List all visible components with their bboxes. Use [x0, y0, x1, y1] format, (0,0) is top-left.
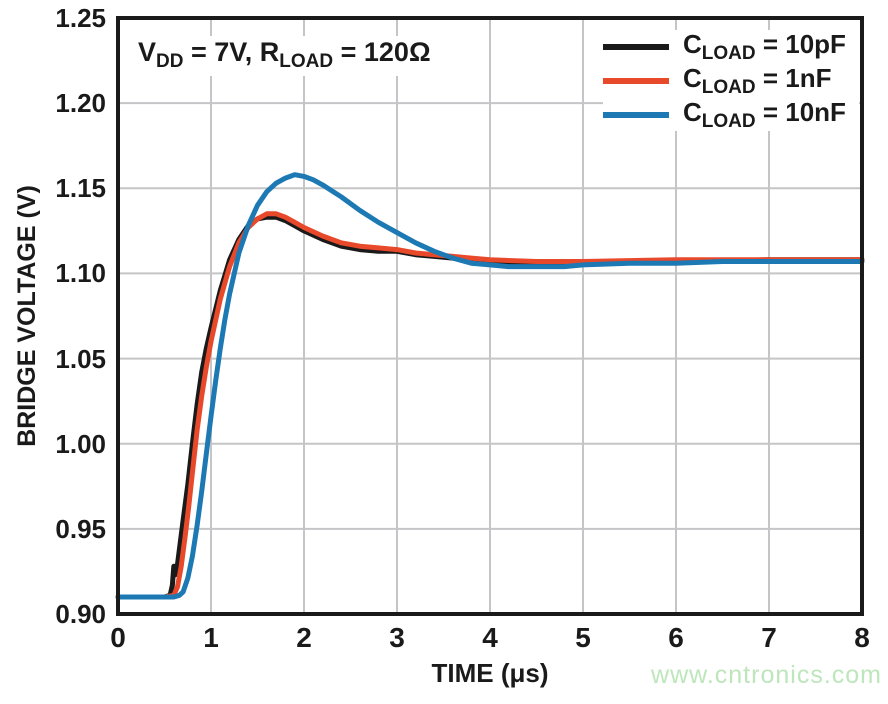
legend-label-part: LOAD	[701, 76, 756, 98]
legend-label-part: = 10nF	[755, 96, 846, 127]
legend-label-cload-1nf: CLOAD = 1nF	[683, 63, 831, 99]
legend-label-part: LOAD	[701, 110, 756, 132]
legend: CLOAD = 10pF CLOAD = 1nF CLOAD = 10nF	[603, 29, 859, 133]
legend-label-cload-10pf: CLOAD = 10pF	[683, 29, 846, 65]
legend-item-cload-10nf: CLOAD = 10nF	[603, 97, 859, 133]
legend-label-cload-10nf: CLOAD = 10nF	[683, 97, 846, 133]
legend-item-cload-10pf: CLOAD = 10pF	[603, 29, 859, 65]
y-axis-title: BRIDGE VOLTAGE (V)	[13, 185, 41, 447]
legend-label-part: = 10pF	[755, 28, 846, 59]
annotation-text-part: = 120Ω	[333, 37, 431, 67]
annotation-text-part: = 7V, R	[183, 37, 280, 67]
legend-label-part: C	[683, 62, 702, 93]
legend-swatch-cload-1nf	[603, 77, 669, 84]
legend-label-part: LOAD	[701, 42, 756, 64]
legend-item-cload-1nf: CLOAD = 1nF	[603, 63, 859, 99]
series-curve-cload-1nf	[115, 211, 865, 600]
legend-label-part: = 1nF	[755, 62, 832, 93]
legend-swatch-cload-10nf	[603, 111, 669, 118]
series-curve-cload-10nf	[115, 172, 865, 600]
legend-label-part: C	[683, 96, 702, 127]
legend-swatch-cload-10pf	[603, 43, 669, 50]
watermark: www.cntronics.com	[651, 661, 882, 689]
annotation-subscript: LOAD	[279, 51, 334, 72]
x-axis-title: TIME (μs)	[431, 658, 549, 688]
conditions-annotation: VDD = 7V, RLOAD = 120Ω	[134, 36, 439, 76]
annotation-text-part: V	[138, 37, 157, 67]
legend-label-part: C	[683, 28, 702, 59]
annotation-subscript: DD	[156, 51, 184, 72]
plot-border	[116, 16, 864, 616]
